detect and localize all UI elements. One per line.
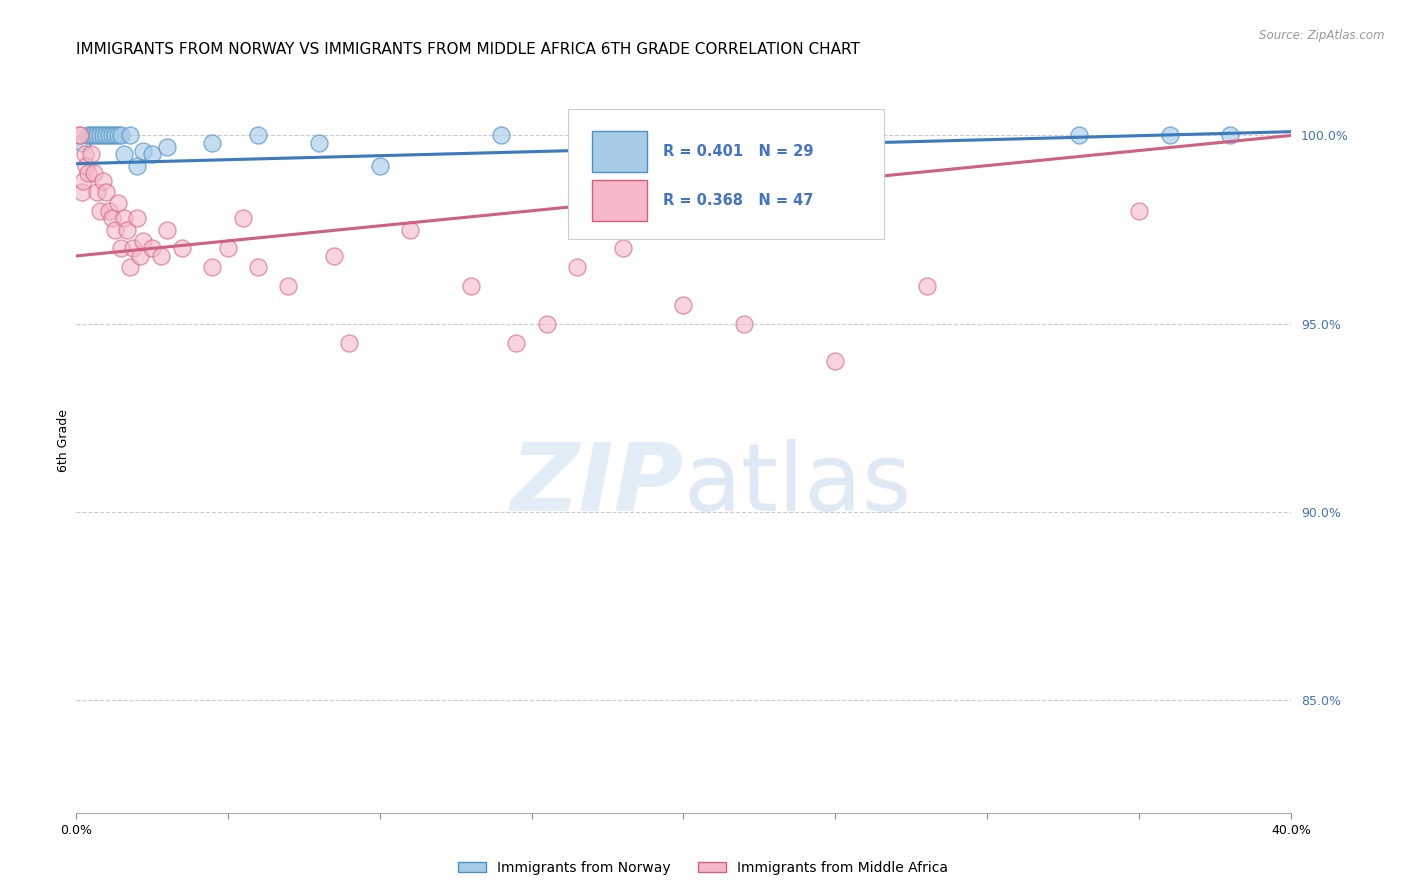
- Point: [83, 166, 105, 180]
- Text: Source: ZipAtlas.com: Source: ZipAtlas.com: [1260, 29, 1385, 42]
- Point: [915, 279, 938, 293]
- Point: [75, 159, 97, 173]
- Point: [77, 128, 100, 143]
- Point: [156, 222, 179, 236]
- Point: [247, 260, 270, 275]
- Point: [855, 128, 877, 143]
- Point: [86, 128, 108, 143]
- Point: [89, 203, 111, 218]
- Point: [141, 147, 163, 161]
- Point: [112, 147, 135, 161]
- Point: [110, 128, 132, 143]
- Point: [112, 211, 135, 226]
- Point: [125, 211, 148, 226]
- Point: [1128, 203, 1150, 218]
- Point: [247, 128, 270, 143]
- Point: [1159, 128, 1181, 143]
- Point: [104, 128, 127, 143]
- Point: [323, 249, 346, 263]
- Point: [399, 222, 422, 236]
- Point: [217, 242, 239, 256]
- Point: [1067, 128, 1090, 143]
- Point: [94, 185, 117, 199]
- Point: [80, 147, 103, 161]
- Point: [94, 128, 117, 143]
- Point: [117, 222, 139, 236]
- Point: [536, 317, 558, 331]
- Point: [149, 249, 172, 263]
- Text: R = 0.368   N = 47: R = 0.368 N = 47: [662, 193, 813, 208]
- Point: [86, 185, 108, 199]
- Y-axis label: 6th Grade: 6th Grade: [58, 409, 70, 472]
- Point: [77, 166, 100, 180]
- Point: [672, 298, 695, 312]
- Point: [120, 128, 142, 143]
- Point: [101, 128, 124, 143]
- Point: [141, 242, 163, 256]
- Text: atlas: atlas: [683, 439, 911, 532]
- Point: [201, 260, 224, 275]
- Point: [98, 203, 121, 218]
- Text: R = 0.401   N = 29: R = 0.401 N = 29: [662, 144, 813, 159]
- Point: [83, 128, 105, 143]
- Point: [277, 279, 299, 293]
- Point: [308, 136, 330, 150]
- Point: [73, 147, 96, 161]
- Legend: Immigrants from Norway, Immigrants from Middle Africa: Immigrants from Norway, Immigrants from …: [453, 855, 953, 880]
- Point: [120, 260, 142, 275]
- Bar: [592, 131, 647, 172]
- Point: [122, 242, 145, 256]
- Point: [107, 128, 129, 143]
- Point: [156, 140, 179, 154]
- Point: [201, 136, 224, 150]
- Point: [101, 211, 124, 226]
- Point: [110, 242, 132, 256]
- Point: [89, 128, 111, 143]
- Point: [125, 159, 148, 173]
- Point: [131, 144, 153, 158]
- Point: [368, 159, 391, 173]
- Point: [489, 128, 512, 143]
- Point: [70, 185, 93, 199]
- Point: [91, 128, 114, 143]
- Point: [128, 249, 150, 263]
- Point: [107, 196, 129, 211]
- Point: [612, 242, 634, 256]
- Point: [733, 317, 755, 331]
- Bar: [592, 179, 647, 220]
- Point: [67, 128, 90, 143]
- Point: [733, 128, 755, 143]
- Point: [104, 222, 127, 236]
- Point: [72, 174, 94, 188]
- Point: [69, 128, 91, 143]
- Point: [1219, 128, 1241, 143]
- Point: [80, 128, 103, 143]
- Point: [70, 136, 93, 150]
- Point: [505, 335, 527, 350]
- Point: [172, 242, 194, 256]
- Point: [232, 211, 254, 226]
- Point: [91, 174, 114, 188]
- Point: [337, 335, 360, 350]
- Text: ZIP: ZIP: [510, 439, 683, 532]
- Point: [98, 128, 121, 143]
- FancyBboxPatch shape: [568, 109, 884, 239]
- Text: IMMIGRANTS FROM NORWAY VS IMMIGRANTS FROM MIDDLE AFRICA 6TH GRADE CORRELATION CH: IMMIGRANTS FROM NORWAY VS IMMIGRANTS FRO…: [76, 42, 859, 57]
- Point: [824, 354, 846, 368]
- Point: [460, 279, 482, 293]
- Point: [565, 260, 588, 275]
- Point: [131, 234, 153, 248]
